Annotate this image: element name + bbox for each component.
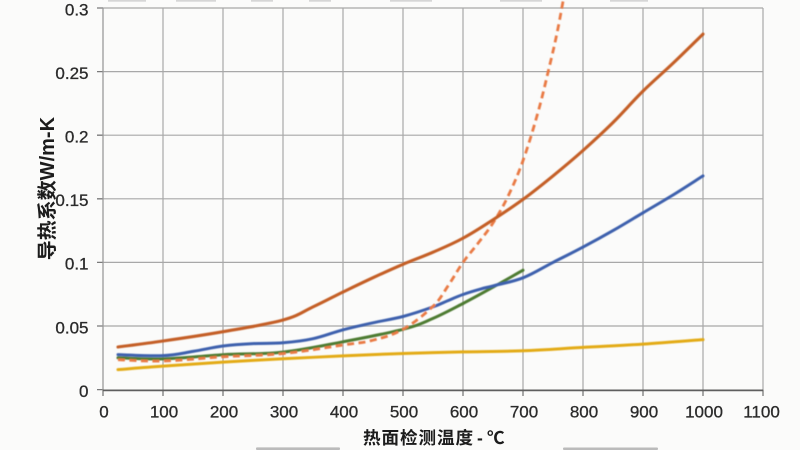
svg-text:900: 900 [630,403,658,422]
svg-text:W/m-K: W/m-K [37,116,59,180]
svg-text:0.05: 0.05 [55,318,88,337]
svg-text:500: 500 [390,403,418,422]
svg-text:400: 400 [330,403,358,422]
svg-text:0: 0 [79,382,88,401]
svg-text:0.2: 0.2 [65,128,89,147]
svg-text:0: 0 [99,403,108,422]
svg-text:100: 100 [150,403,178,422]
svg-text:-: - [477,428,483,448]
svg-text:0.3: 0.3 [65,0,89,19]
svg-text:200: 200 [210,403,238,422]
svg-text:0.1: 0.1 [65,255,89,274]
svg-text:600: 600 [450,403,478,422]
svg-text:0.25: 0.25 [55,64,88,83]
svg-text:1100: 1100 [743,403,780,422]
svg-text:0.15: 0.15 [55,191,88,210]
svg-text:300: 300 [270,403,298,422]
svg-text:1000: 1000 [685,403,723,422]
svg-text:800: 800 [570,403,598,422]
svg-text:700: 700 [510,403,538,422]
